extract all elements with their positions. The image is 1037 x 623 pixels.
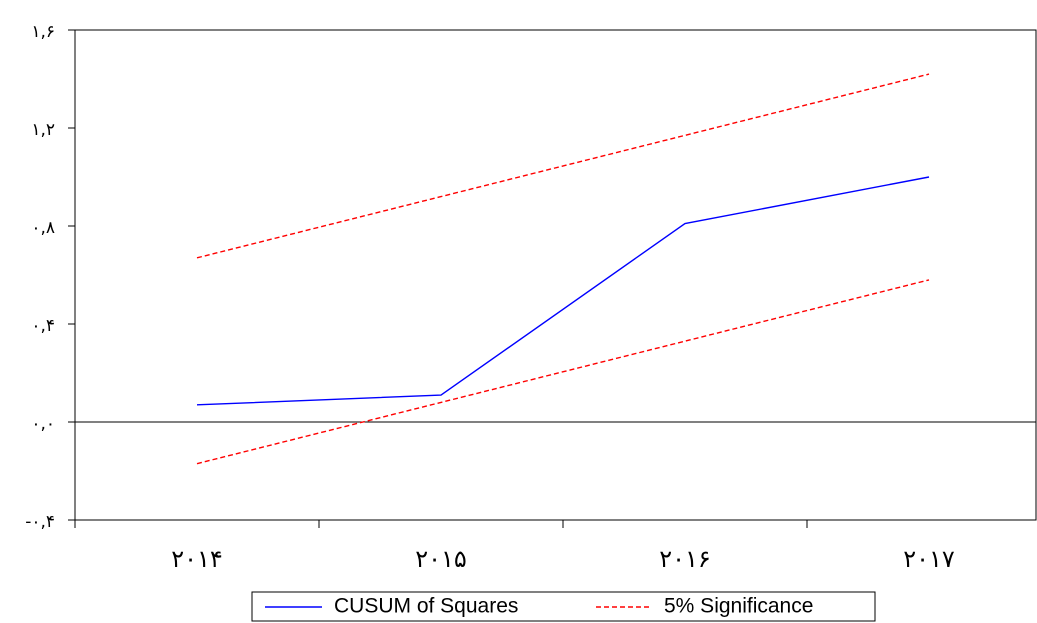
upper-significance-line xyxy=(196,73,930,259)
legend-label: CUSUM of Squares xyxy=(334,595,518,618)
x-tick-label: ۲۰۱۶ xyxy=(659,545,711,573)
legend-label: 5% Significance xyxy=(664,595,813,618)
legend-box xyxy=(251,591,876,622)
lower-significance-line xyxy=(196,279,930,465)
plot-lines xyxy=(75,73,1036,465)
x-tick-label: ۲۰۱۴ xyxy=(171,545,223,573)
y-tick-label: ۱,۶ xyxy=(31,22,55,42)
x-tick-label: ۲۰۱۷ xyxy=(903,545,955,573)
y-tick-label: -۰,۴ xyxy=(25,512,55,532)
x-tick-label: ۲۰۱۵ xyxy=(415,545,467,573)
y-tick-label: ۱,۲ xyxy=(31,120,55,140)
y-axis-ticks: -۰,۴ ۰,۰ ۰,۴ ۰,۸ ۱,۲ ۱,۶ xyxy=(25,22,75,532)
x-axis-ticks: ۲۰۱۴ ۲۰۱۵ ۲۰۱۶ ۲۰۱۷ xyxy=(74,520,955,573)
legend: CUSUM of Squares 5% Significance xyxy=(251,591,876,622)
y-tick-label: ۰,۰ xyxy=(31,414,55,434)
y-tick-label: ۰,۴ xyxy=(31,316,55,336)
y-tick-label: ۰,۸ xyxy=(31,218,55,238)
plot-frame xyxy=(74,29,1037,521)
cusum-squares-line xyxy=(196,176,930,406)
